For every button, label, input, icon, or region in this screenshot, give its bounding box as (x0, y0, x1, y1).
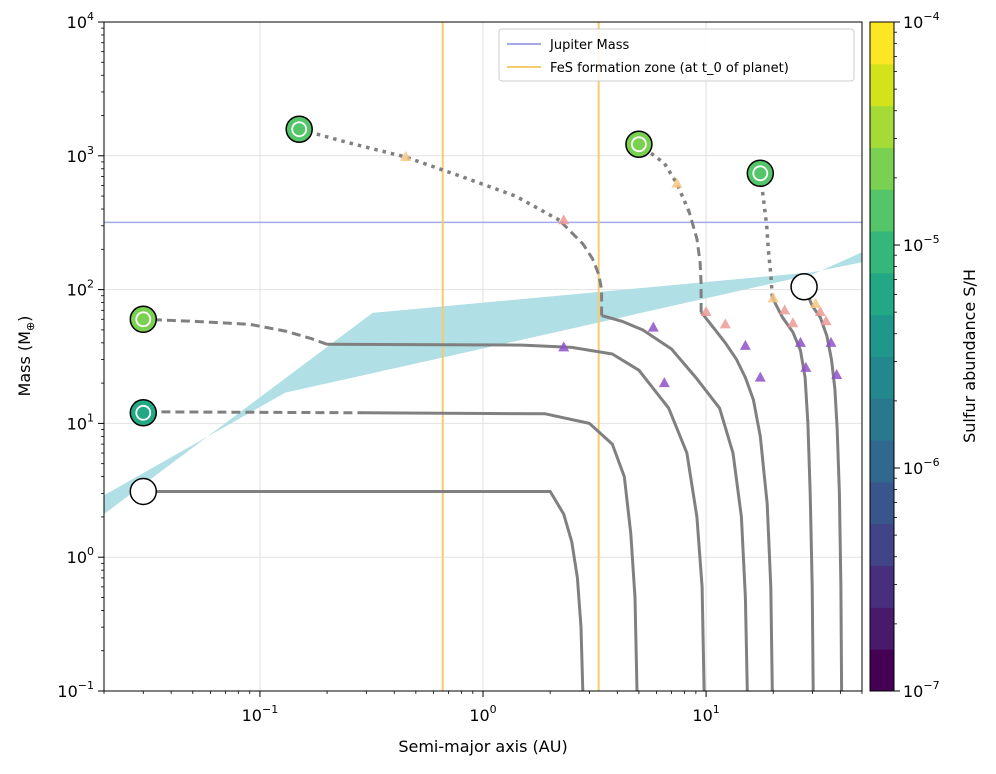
colorbar-tick-label: 10−4 (903, 10, 940, 32)
colorbar-label: Sulfur abundance S/H (960, 269, 979, 443)
track-6-solid (770, 296, 815, 691)
x-tick-label: 101 (692, 703, 719, 725)
colorbar-segment (870, 314, 894, 357)
track-5-final-planet-core (631, 136, 647, 153)
colorbar-segment (870, 272, 894, 316)
y-tick-label: 101 (67, 411, 94, 433)
track-6-marker (779, 304, 791, 315)
track-4-dashed (558, 219, 604, 316)
track-4-marker (647, 321, 659, 332)
colorbar-segment (870, 607, 894, 650)
colorbar (869, 21, 895, 692)
track-1-final-planet (129, 477, 158, 506)
markers-layer (129, 115, 843, 506)
y-axis-label: Mass (M⊕) (15, 316, 37, 397)
track-4-final-planet-core (291, 121, 308, 138)
track-2-dashed (143, 410, 367, 415)
x-axis-ticks: 10−1 100 101 (103, 691, 863, 725)
colorbar-segment (870, 398, 894, 441)
track-4-dotted (298, 127, 561, 222)
track-2-solid (366, 411, 639, 691)
track-3-solid (327, 342, 706, 691)
legend-box (498, 28, 855, 82)
track-4-marker (558, 214, 570, 225)
track-6-marker (800, 361, 812, 372)
colorbar-segment (870, 231, 894, 274)
track-6-marker (767, 292, 779, 303)
colorbar-segment (870, 356, 894, 399)
track-5-marker (700, 306, 712, 317)
track-1-solid (143, 490, 585, 691)
y-tick-label: 102 (67, 278, 94, 300)
colorbar-segment (870, 440, 894, 483)
track-5-dashed (687, 211, 703, 312)
y-tick-label: 104 (67, 10, 94, 32)
track-6-marker (787, 317, 799, 328)
colorbar-tick-label: 10−7 (903, 679, 940, 701)
track-5-solid (699, 311, 774, 691)
track-5-marker (754, 371, 766, 382)
y-tick-label: 103 (67, 144, 94, 166)
colorbar-frame (869, 21, 895, 692)
track-7-final-planet (790, 273, 818, 301)
colorbar-tick-label: 10−5 (903, 233, 940, 255)
track-4-marker (400, 150, 412, 161)
legend-label-fes-zone: FeS formation zone (at t_0 of planet) (550, 61, 789, 76)
track-4-solid (601, 314, 749, 691)
x-tick-label: 100 (469, 703, 496, 725)
shaded-region-layer (104, 252, 862, 515)
track-7-marker (820, 315, 832, 326)
track-7-marker (810, 298, 822, 309)
colorbar-tick-label: 10−6 (903, 456, 940, 478)
x-axis-label: Semi-major axis (AU) (398, 737, 567, 756)
track-5-marker (719, 318, 731, 329)
track-5-marker (739, 339, 751, 350)
shaded-region (104, 252, 862, 515)
track-7-solid (802, 286, 844, 691)
colorbar-segment (870, 105, 894, 148)
colorbar-segment (870, 147, 894, 190)
track-2-final-planet-core (135, 404, 152, 421)
legend: Jupiter Mass FeS formation zone (at t_0 … (498, 28, 855, 82)
track-7-marker (825, 336, 837, 347)
y-tick-label: 10−1 (57, 679, 94, 701)
colorbar-ticks: 10−7 10−6 10−5 10−4 (894, 10, 940, 701)
reference-lines-layer (104, 22, 862, 691)
y-axis-ticks: 10−1 100 101 102 103 104 (57, 10, 104, 701)
track-2-marker (658, 377, 670, 388)
track-3-final-planet-core (135, 311, 152, 328)
track-5-marker (671, 177, 683, 188)
y-axis-label-subscript: ⊕ (24, 322, 37, 331)
tracks-layer (143, 127, 844, 691)
track-6-final-planet-core (752, 165, 769, 182)
colorbar-segment (870, 22, 894, 65)
legend-label-jupiter-mass: Jupiter Mass (549, 38, 629, 53)
track-5-dotted (637, 142, 691, 213)
colorbar-segment (870, 523, 894, 567)
track-6-marker (794, 336, 806, 347)
colorbar-segment (870, 481, 894, 525)
track-7-marker (831, 369, 843, 380)
colorbar-segment (870, 63, 894, 107)
colorbar-segment (870, 649, 894, 692)
x-tick-label: 10−1 (242, 703, 279, 725)
track-3-marker (558, 341, 570, 352)
y-tick-label: 100 (67, 545, 94, 567)
colorbar-segment (870, 189, 894, 232)
colorbar-segment (870, 565, 894, 608)
track-3-dashed (143, 317, 328, 346)
track-7-marker (814, 306, 826, 317)
